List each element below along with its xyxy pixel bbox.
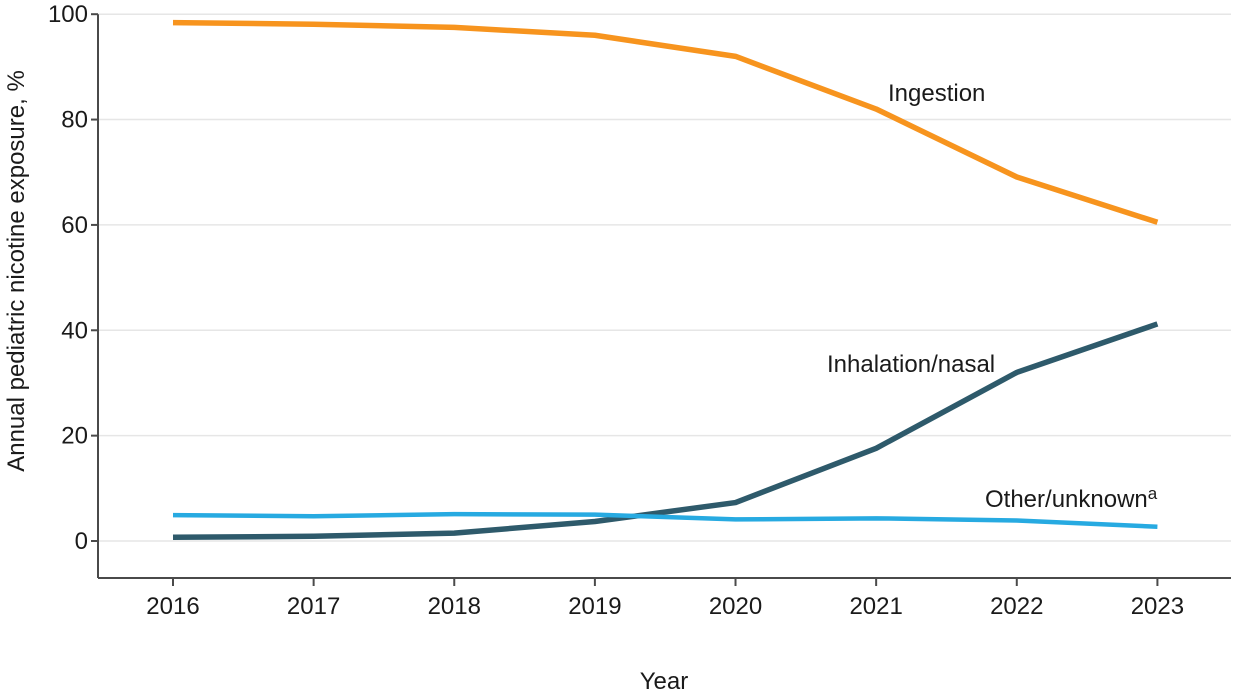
x-tick-label: 2020 [709, 593, 762, 620]
series-line-ingestion [172, 19, 1159, 225]
gridlines-layer [98, 13, 1231, 542]
x-tick-label: 2019 [568, 593, 621, 620]
y-tick-label: 100 [48, 1, 88, 28]
series-labels-layer: Ingestion Inhalation/nasal Other/unknowna [827, 80, 1158, 513]
y-tick-label: 0 [75, 528, 88, 555]
series-label-inhalation-nasal: Inhalation/nasal [827, 351, 995, 378]
y-tick-label: 40 [61, 317, 88, 344]
x-tick-label: 2016 [146, 593, 199, 620]
series-lines-layer [172, 19, 1159, 541]
axes-layer [91, 13, 1231, 586]
tick-labels-layer: 0 20 40 60 80 100 2016 2017 2018 2019 2020 2021 2022… [48, 1, 1184, 620]
x-tick-label: 2023 [1131, 593, 1184, 620]
y-tick-label: 60 [61, 212, 88, 239]
x-tick-label: 2017 [287, 593, 340, 620]
y-tick-label: 20 [61, 423, 88, 450]
series-label-other-unknown: Other/unknowna [985, 484, 1158, 513]
series-label-superscript: a [1148, 484, 1158, 503]
series-label-ingestion: Ingestion [888, 80, 985, 107]
y-axis-title: Annual pediatric nicotine exposure, % [3, 70, 30, 472]
x-tick-label: 2021 [849, 593, 902, 620]
y-tick-label: 80 [61, 107, 88, 134]
x-tick-label: 2018 [428, 593, 481, 620]
series-line-inhalation-nasal [172, 321, 1159, 541]
series-line-other-unknown [172, 511, 1158, 530]
x-axis-title: Year [640, 668, 689, 695]
x-tick-label: 2022 [990, 593, 1043, 620]
